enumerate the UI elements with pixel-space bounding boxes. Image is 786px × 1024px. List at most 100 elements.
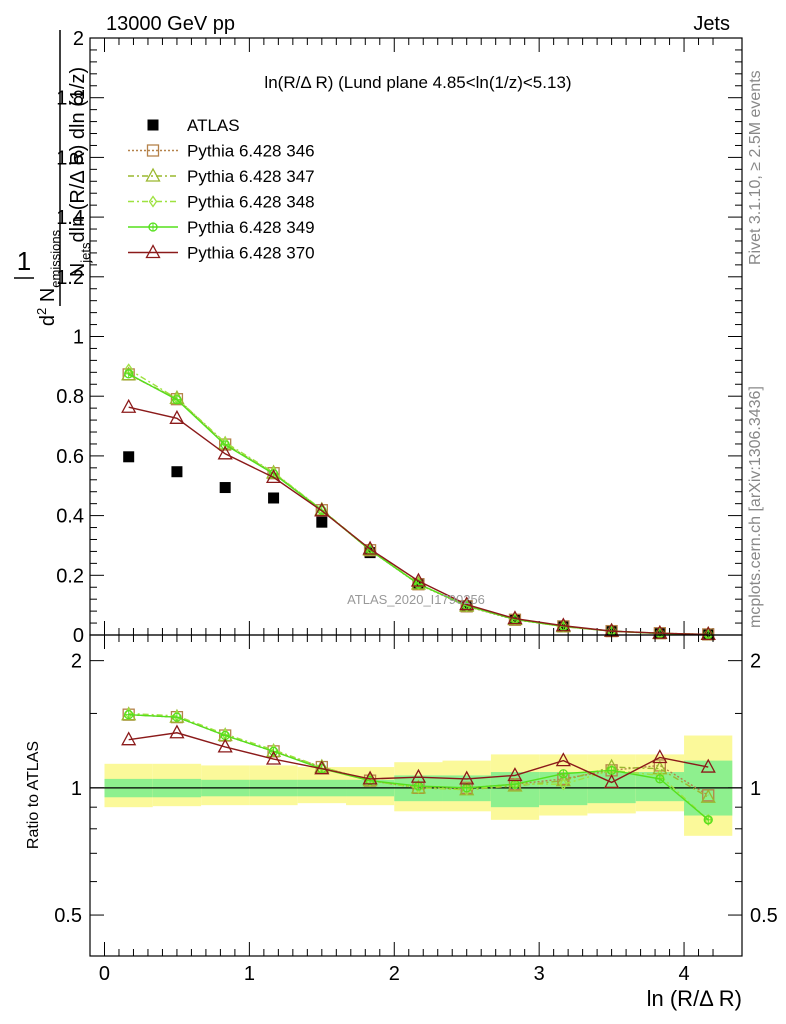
ratio-point <box>604 774 620 789</box>
legend-marker <box>146 144 160 157</box>
ratio-ylabel: Ratio to ATLAS <box>25 741 42 849</box>
legend-marker <box>148 195 158 208</box>
ratio-point <box>700 788 716 803</box>
ratio-point <box>314 760 330 775</box>
svg-text:1: 1 <box>17 246 31 276</box>
ratio-xtick-label: 0 <box>99 963 110 985</box>
data-point <box>362 540 378 555</box>
ratio-panel: 0.5 0.5 1 1 2 2 0 1 2 3 4 Ratio to ATLAS ln (R/Δ R… <box>25 634 778 1011</box>
mcplots-credit: mcplots.cern.ch [arXiv:1306.3436] <box>747 386 764 628</box>
data-point <box>410 572 427 587</box>
data-point <box>123 451 135 463</box>
svg-text:Njetsdln (R/Δ R) dln (1/z): Njetsdln (R/Δ R) dln (1/z) <box>67 67 93 277</box>
ratio-point <box>169 724 185 739</box>
ratio-point <box>655 774 665 784</box>
data-point <box>169 409 185 424</box>
data-point <box>652 624 668 639</box>
main-ylabel: 1 d2 Nemissions Njetsdln (R/Δ R) dln (1/… <box>14 30 93 326</box>
main-ytick-label: 2 <box>73 28 84 50</box>
legend-entry: Pythia 6.428 346 <box>128 142 315 161</box>
ratio-point <box>510 779 520 789</box>
legend-marker <box>148 222 158 232</box>
legend-marker <box>145 244 161 259</box>
legend-entry: Pythia 6.428 348 <box>128 193 315 212</box>
xlabel: ln (R/Δ R) <box>647 986 742 1011</box>
main-ytick-label: 0.6 <box>56 446 84 468</box>
main-panel: 0 0.2 0.4 0.6 0.8 1 1.2 1.4 1.6 1.8 2 ln(R/Δ R) (L… <box>56 28 743 647</box>
ratio-ytick-label-right: 1 <box>750 778 761 800</box>
main-ytick-label: 1 <box>73 327 84 349</box>
data-point <box>172 395 182 405</box>
data-point <box>459 596 475 611</box>
legend: ATLAS Pythia 6.428 346 Pythia 6.428 347 Pyt… <box>128 116 315 263</box>
ratio-point <box>413 781 424 791</box>
ratio-ytick-label-right: 2 <box>750 651 761 673</box>
series-pythia-6-428-370 <box>121 398 716 641</box>
ratio-point <box>606 765 617 776</box>
ratio-point <box>559 778 568 791</box>
ratio-ytick-label: 2 <box>71 651 82 673</box>
ratio-point <box>124 710 134 720</box>
ratio-point <box>459 770 475 785</box>
watermark: ATLAS_2020_I1790256 <box>347 592 485 607</box>
ratio-point <box>555 752 571 767</box>
main-ytick-label: 0.8 <box>56 386 84 408</box>
ratio-ytick-label-right: 0.5 <box>750 905 778 927</box>
ratio-point <box>703 815 713 825</box>
main-ytick-label: 1.4 <box>56 207 84 229</box>
ratio-xtick-label: 4 <box>678 963 689 985</box>
data-point <box>265 469 282 484</box>
ratio-frame <box>89 634 743 957</box>
main-ytick-label: 1.6 <box>56 147 84 169</box>
ratio-xtick-label: 2 <box>389 963 400 985</box>
main-ytick-label: 0.4 <box>56 506 84 528</box>
data-point <box>555 617 571 632</box>
ratio-ytick-label: 0.5 <box>54 905 82 927</box>
legend-entry: Pythia 6.428 347 <box>128 167 315 186</box>
legend-entry: Pythia 6.428 370 <box>128 244 315 263</box>
ratio-xtick-label: 1 <box>244 963 255 985</box>
legend-label: Pythia 6.428 346 <box>187 142 315 161</box>
legend-label: Pythia 6.428 349 <box>187 218 315 237</box>
legend-marker <box>147 119 159 131</box>
ratio-point <box>121 731 137 746</box>
data-point <box>124 369 134 379</box>
ratio-point <box>700 758 716 773</box>
data-point <box>700 626 716 641</box>
header-right: Jets <box>693 13 730 35</box>
ratio-xtick-label: 3 <box>534 963 545 985</box>
ratio-point <box>462 783 472 793</box>
ratio-point <box>265 750 282 765</box>
data-point <box>219 482 231 494</box>
data-point <box>316 516 328 528</box>
ratio-point <box>510 778 520 791</box>
ratio-point <box>172 712 182 722</box>
ratio-point <box>217 738 233 753</box>
legend-label: ATLAS <box>187 116 240 135</box>
legend-label: Pythia 6.428 370 <box>187 244 315 263</box>
header-left: 13000 GeV pp <box>106 13 235 35</box>
main-ytick-label: 0 <box>73 625 84 647</box>
ratio-point <box>652 749 668 764</box>
data-point <box>507 610 523 625</box>
ratio-series-pythia-6-428-370 <box>121 724 716 789</box>
legend-entry: Pythia 6.428 349 <box>128 218 315 237</box>
ratio-ytick-label: 1 <box>71 778 82 800</box>
main-ytick-label: 1.8 <box>56 88 84 110</box>
legend-marker <box>145 167 161 182</box>
main-title: ln(R/Δ R) (Lund plane 4.85<ln(1/z)<5.13) <box>264 73 571 92</box>
data-point <box>219 438 232 451</box>
series-line <box>128 406 709 636</box>
main-ytick-label: 1.2 <box>56 267 84 289</box>
ratio-point <box>507 767 523 782</box>
ratio-point <box>558 769 569 779</box>
legend-entry: ATLAS <box>147 116 240 135</box>
legend-label: Pythia 6.428 348 <box>187 193 315 212</box>
rivet-version: Rivet 3.1.10, ≥ 2.5M events <box>747 70 764 265</box>
data-point <box>314 502 330 517</box>
ratio-point <box>362 770 378 785</box>
main-ytick-label: 0.2 <box>56 565 84 587</box>
legend-label: Pythia 6.428 347 <box>187 167 315 186</box>
data-point <box>268 492 280 504</box>
